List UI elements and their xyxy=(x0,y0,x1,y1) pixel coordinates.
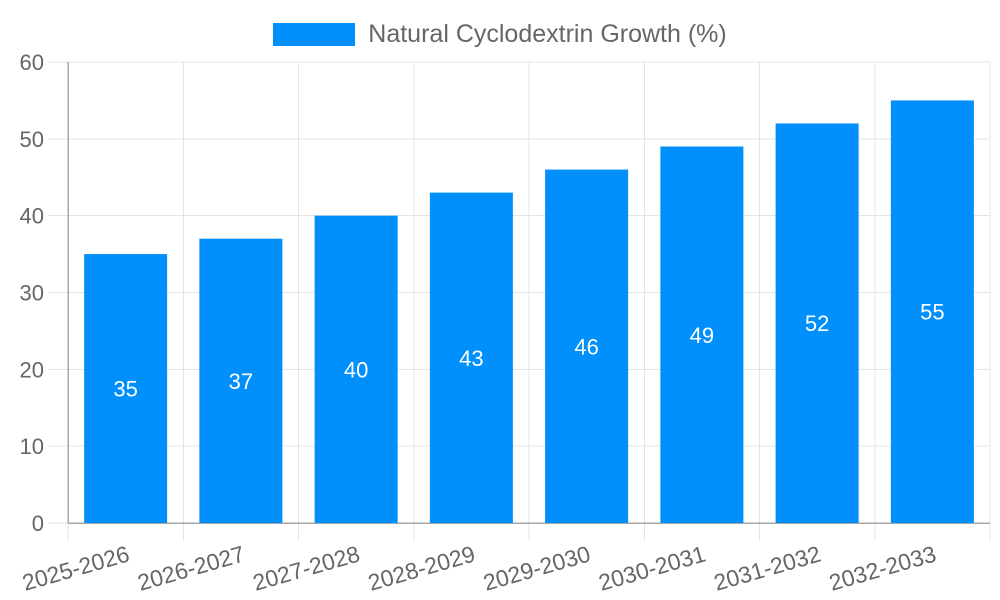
bar-value-label: 37 xyxy=(229,369,253,394)
x-axis-label: 2030-2031 xyxy=(596,541,709,596)
bar xyxy=(84,254,168,524)
bar-value-label: 43 xyxy=(459,346,483,371)
bar xyxy=(890,100,974,524)
bar-value-label: 55 xyxy=(920,300,944,325)
y-axis-tick-label: 0 xyxy=(32,511,44,536)
x-axis-label: 2026-2027 xyxy=(135,541,248,596)
x-axis-label: 2031-2032 xyxy=(711,541,824,596)
x-axis-label: 2028-2029 xyxy=(365,541,478,596)
bar-value-label: 49 xyxy=(690,323,714,348)
bar xyxy=(314,215,398,523)
y-axis-tick-label: 60 xyxy=(20,50,44,75)
legend-swatch xyxy=(273,23,356,46)
x-axis-label: 2027-2028 xyxy=(250,541,363,596)
x-axis-label: 2029-2030 xyxy=(480,541,593,596)
bar xyxy=(429,192,513,523)
x-axis-label: 2025-2026 xyxy=(19,541,132,596)
x-axis-label: 2032-2033 xyxy=(826,541,939,596)
chart-legend: Natural Cyclodextrin Growth (%) xyxy=(0,20,1000,49)
bar xyxy=(199,238,283,523)
y-axis-tick-label: 30 xyxy=(20,281,44,306)
y-axis-tick-label: 50 xyxy=(20,127,44,152)
bar-value-label: 52 xyxy=(805,311,829,336)
y-axis-tick-label: 10 xyxy=(20,434,44,459)
y-axis-tick-label: 40 xyxy=(20,204,44,229)
bar-value-label: 40 xyxy=(344,357,368,382)
bar xyxy=(545,169,629,524)
y-axis-tick-label: 20 xyxy=(20,357,44,382)
bar-value-label: 46 xyxy=(574,334,598,359)
legend-label: Natural Cyclodextrin Growth (%) xyxy=(368,20,727,48)
bar xyxy=(660,146,744,523)
bar xyxy=(775,123,859,523)
bar-value-label: 35 xyxy=(113,377,137,402)
